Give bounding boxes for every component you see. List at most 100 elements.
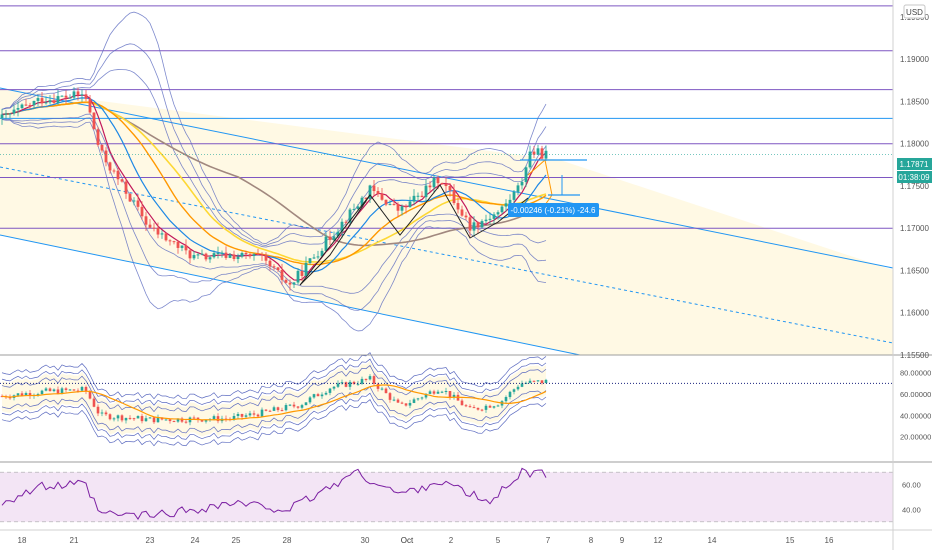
indicator-candle-body[interactable]	[536, 380, 540, 382]
indicator-candle-body[interactable]	[364, 378, 368, 380]
indicator-candle-body[interactable]	[356, 383, 360, 385]
candle-body[interactable]	[172, 241, 176, 243]
indicator-candle-body[interactable]	[168, 419, 172, 422]
indicator-candle-body[interactable]	[92, 398, 96, 407]
candle-body[interactable]	[460, 209, 464, 216]
candle-body[interactable]	[144, 216, 148, 225]
candle-body[interactable]	[284, 279, 288, 283]
candle-body[interactable]	[136, 200, 140, 207]
candle-body[interactable]	[232, 254, 236, 260]
candle-body[interactable]	[140, 206, 144, 217]
candle-body[interactable]	[124, 181, 128, 194]
indicator-candle-body[interactable]	[540, 380, 544, 384]
indicator-candle-body[interactable]	[28, 393, 32, 396]
candle-body[interactable]	[404, 206, 408, 208]
indicator-candle-body[interactable]	[504, 397, 508, 402]
indicator-candle-body[interactable]	[44, 388, 48, 391]
indicator-candle-body[interactable]	[124, 417, 128, 421]
indicator-candle-body[interactable]	[516, 386, 520, 390]
time-axis[interactable]: 18 21 23 24 25 28 30 Oct 2 5 7 8 9 12 14 15 16	[18, 536, 834, 545]
candle-body[interactable]	[516, 185, 520, 192]
candle-body[interactable]	[500, 206, 504, 213]
indicator-candle-body[interactable]	[512, 389, 516, 392]
candle-body[interactable]	[40, 98, 44, 104]
indicator-candle-body[interactable]	[48, 388, 52, 392]
candle-body[interactable]	[224, 252, 228, 258]
candle-body[interactable]	[80, 94, 84, 96]
candle-body[interactable]	[496, 212, 500, 215]
indicator-candle-body[interactable]	[476, 407, 480, 410]
candle-body[interactable]	[20, 104, 24, 109]
candle-body[interactable]	[348, 209, 352, 223]
candle-body[interactable]	[116, 170, 120, 180]
indicator-candle-body[interactable]	[128, 417, 132, 419]
indicator-candle-body[interactable]	[408, 402, 412, 406]
candle-body[interactable]	[468, 217, 472, 231]
candle-body[interactable]	[276, 267, 280, 270]
indicator-candle-body[interactable]	[496, 405, 500, 407]
indicator-candle-body[interactable]	[60, 388, 64, 394]
candle-body[interactable]	[356, 206, 360, 209]
candle-body[interactable]	[52, 100, 56, 103]
candle-body[interactable]	[432, 177, 436, 188]
candle-body[interactable]	[504, 203, 508, 207]
bollinger-upper-band[interactable]	[1, 69, 547, 248]
indicator-candle-body[interactable]	[420, 397, 424, 399]
candle-body[interactable]	[200, 253, 204, 255]
candle-body[interactable]	[440, 183, 444, 185]
indicator-candle-body[interactable]	[308, 397, 312, 403]
indicator-candle-body[interactable]	[316, 394, 320, 397]
candle-body[interactable]	[296, 270, 300, 283]
candle-body[interactable]	[420, 195, 424, 198]
indicator-candle-body[interactable]	[24, 393, 28, 396]
channel-mid-line[interactable]	[0, 166, 894, 344]
indicator-candle-body[interactable]	[248, 413, 252, 416]
candle-body[interactable]	[28, 105, 32, 107]
candle-body[interactable]	[308, 258, 312, 264]
rsi-line[interactable]	[1, 467, 547, 520]
indicator-candle-body[interactable]	[492, 406, 496, 408]
indicator-lower-band[interactable]	[1, 386, 547, 434]
candle-body[interactable]	[240, 252, 244, 257]
candle-body[interactable]	[508, 199, 512, 204]
indicator-candle-body[interactable]	[176, 418, 180, 422]
indicator-candle-body[interactable]	[300, 405, 304, 408]
indicator-candle-body[interactable]	[388, 393, 392, 400]
indicator-candle-body[interactable]	[292, 404, 296, 407]
candle-body[interactable]	[252, 254, 256, 257]
candle-body[interactable]	[164, 233, 168, 241]
candle-body[interactable]	[212, 253, 216, 258]
indicator-candle-body[interactable]	[184, 421, 188, 423]
indicator-candle-body[interactable]	[180, 418, 184, 422]
indicator-candle-body[interactable]	[332, 386, 336, 389]
indicator-candle-body[interactable]	[152, 417, 156, 423]
indicator-candle-body[interactable]	[528, 380, 532, 383]
candle-body[interactable]	[84, 94, 88, 99]
indicator-candle-body[interactable]	[372, 376, 376, 384]
indicator-candle-body[interactable]	[304, 402, 308, 406]
indicator-candle-body[interactable]	[216, 416, 220, 422]
candle-body[interactable]	[436, 177, 440, 184]
currency-button[interactable]	[903, 4, 926, 19]
indicator-candle-body[interactable]	[336, 383, 340, 387]
indicator-moving-average[interactable]	[1, 384, 547, 421]
candle-body[interactable]	[56, 96, 60, 103]
indicator-candle-body[interactable]	[72, 389, 76, 391]
candle-body[interactable]	[372, 185, 376, 192]
indicator-candle-body[interactable]	[108, 414, 112, 420]
measure-badge[interactable]	[508, 203, 599, 217]
candle-body[interactable]	[88, 98, 92, 113]
indicator-candle-body[interactable]	[144, 418, 148, 422]
candle-body[interactable]	[16, 108, 20, 110]
candle-body[interactable]	[216, 253, 220, 255]
candle-body[interactable]	[376, 191, 380, 194]
indicator-candle-body[interactable]	[412, 399, 416, 403]
candle-body[interactable]	[148, 224, 152, 228]
indicator-candle-body[interactable]	[84, 386, 88, 392]
candle-body[interactable]	[264, 254, 268, 261]
projection-arrow[interactable]	[527, 159, 553, 206]
indicator-candle-body[interactable]	[360, 378, 364, 384]
candle-body[interactable]	[160, 233, 164, 235]
indicator-candle-body[interactable]	[16, 393, 20, 396]
candle-body[interactable]	[476, 222, 480, 228]
